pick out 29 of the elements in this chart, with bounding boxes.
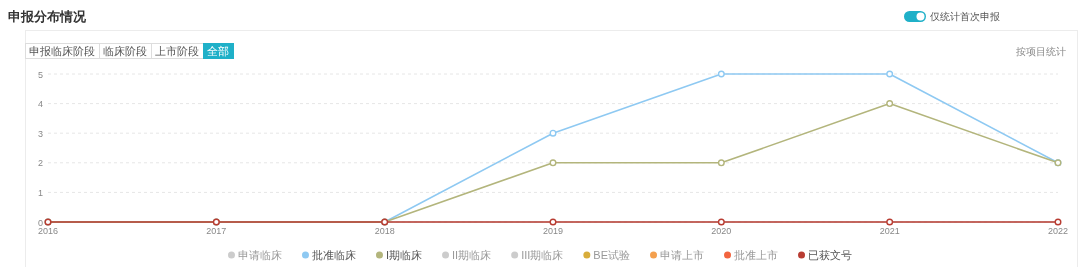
y-tick-label: 4 <box>37 99 43 110</box>
y-tick-label: 0 <box>37 217 43 228</box>
x-tick-label: 2017 <box>206 226 227 236</box>
legend-label: 批准上市 <box>734 249 779 261</box>
text: 按项目统计 <box>1016 46 1066 57</box>
x-tick-label: 2022 <box>1047 226 1069 236</box>
legend-label: II期临床 <box>452 249 492 261</box>
legend-label: 已获文号 <box>808 249 853 261</box>
button: 临床阶段 <box>99 43 152 59</box>
y-tick-label: 1 <box>37 187 43 198</box>
button: 申报临床阶段 <box>25 43 100 59</box>
legend-label: I期临床 <box>385 249 423 261</box>
text: 仅统计首次申报 <box>930 11 1000 22</box>
legend-label: 批准临床 <box>311 249 356 261</box>
x-tick-label: 2021 <box>879 226 900 236</box>
x-tick-label: 2018 <box>374 226 395 236</box>
y-tick-label: 5 <box>37 69 43 80</box>
y-tick-label: 3 <box>37 128 43 139</box>
button: 上市阶段 <box>151 43 204 59</box>
legend-label: 申请临床 <box>237 249 282 261</box>
x-tick-label: 2019 <box>542 226 564 236</box>
legend-label: III期临床 <box>521 249 564 261</box>
legend-label: 申请上市 <box>660 249 705 261</box>
x-tick-label: 2016 <box>37 226 59 236</box>
legend-label: BE试验 <box>593 249 631 261</box>
y-tick-label: 2 <box>37 158 43 169</box>
button: 全部 <box>203 43 234 59</box>
x-tick-label: 2020 <box>711 226 732 236</box>
chart-title: 申报分布情况 <box>8 9 87 24</box>
